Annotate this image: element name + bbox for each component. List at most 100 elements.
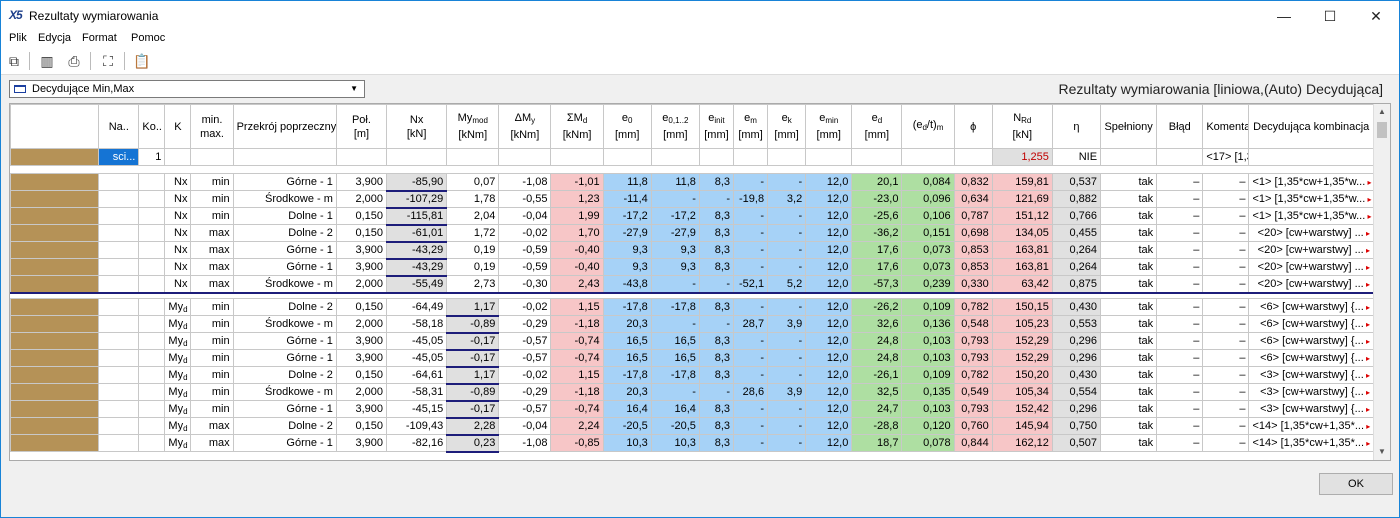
cell-minmax: max <box>190 275 234 293</box>
col-e012[interactable]: e0,1..2 [mm] <box>650 104 700 149</box>
cell-phi: 0,698 <box>953 224 993 242</box>
table-row[interactable]: Myd min Górne - 1 3,900 -45,05 -0,17 -0,57 -0,7… <box>10 332 1374 351</box>
vertical-scrollbar[interactable]: ▲ ▼ <box>1373 104 1390 460</box>
cell-k: Myd <box>164 349 192 367</box>
table-row[interactable]: Myd max Górne - 1 3,900 -82,16 0,23 -1,08 -0,85… <box>10 434 1374 453</box>
cell-dmy: -0,57 <box>498 400 552 418</box>
expand-marker-icon[interactable]: ▸ <box>1363 337 1370 346</box>
col-na[interactable]: Na.. <box>98 104 140 149</box>
col-k[interactable]: K <box>164 104 192 149</box>
summary-kombinacja[interactable]: <17> [1,35*0,85*cw+... ▸ <box>1202 148 1250 166</box>
cell-edt: 0,103 <box>901 349 955 367</box>
cell-einit: 8,3 <box>698 298 735 316</box>
col-phi[interactable]: ϕ <box>953 104 993 149</box>
col-ko[interactable]: Ko.. <box>138 104 166 149</box>
expand-marker-icon[interactable]: ▸ <box>1363 371 1370 380</box>
summary-na[interactable]: sci... <box>98 148 140 166</box>
expand-marker-icon[interactable]: ▸ <box>1363 246 1370 255</box>
expand-marker-icon[interactable]: ▸ <box>1363 229 1370 238</box>
cell-k: Nx <box>164 275 192 293</box>
col-kombinacja[interactable]: Decydująca kombinacja <box>1248 104 1374 149</box>
table-row[interactable]: Nx max Górne - 1 3,900 -43,29 0,19 -0,59 -0,40 9… <box>10 241 1374 260</box>
maximize-button[interactable]: ☐ <box>1323 8 1337 24</box>
table-row[interactable]: Myd min Środkowe - m 2,000 -58,18 -0,89 -0,29-… <box>10 315 1374 334</box>
summary-row[interactable]: sci... 1 1,255 NIE <17> [1,35*0,85*cw+..… <box>10 148 1374 166</box>
table-row[interactable]: Myd min Dolne - 2 0,150 -64,49 1,17 -0,02 1,15-… <box>10 298 1374 317</box>
menu-plik[interactable]: Plik <box>9 32 27 44</box>
expand-marker-icon[interactable]: ▸ <box>1363 354 1370 363</box>
col-blad[interactable]: Błąd <box>1156 104 1204 149</box>
cell-nx: -43,29 <box>386 258 448 277</box>
cell-pol: 2,000 <box>335 190 388 208</box>
col-minmax[interactable]: min. max. <box>190 104 234 149</box>
cell-blad: – <box>1156 366 1204 384</box>
table-row[interactable]: Nx max Dolne - 2 0,150 -61,01 1,72 -0,02 1,70 -2… <box>10 224 1374 243</box>
expand-marker-icon[interactable]: ▸ <box>1365 195 1372 204</box>
col-ek[interactable]: ek [mm] <box>767 104 807 149</box>
expand-marker-icon[interactable]: ▸ <box>1363 263 1370 272</box>
ok-button[interactable]: OK <box>1319 473 1393 495</box>
table-row[interactable]: Nx max Górne - 1 3,900 -43,29 0,19 -0,59 -0,40 9… <box>10 258 1374 277</box>
expand-marker-icon[interactable]: ▸ <box>1365 178 1372 187</box>
cell-nx: -43,29 <box>386 241 448 260</box>
menu-edycja[interactable]: Edycja <box>38 32 72 44</box>
col-em[interactable]: em [mm] <box>732 104 769 149</box>
col-dmy[interactable]: ΔMy [kNm] <box>498 104 552 149</box>
expand-marker-icon[interactable]: ▸ <box>1363 279 1370 289</box>
col-spelniony[interactable]: Spełniony <box>1100 104 1158 149</box>
expand-marker-icon[interactable]: ▸ <box>1363 320 1370 329</box>
expand-marker-icon[interactable]: ▸ <box>1365 212 1372 221</box>
table-row[interactable]: Nx max Środkowe - m 2,000 -55,49 2,73 -0,30 2,4… <box>10 275 1374 294</box>
table-row[interactable]: Nx min Górne - 1 3,900 -85,90 0,07 -1,08 -1,01 1… <box>10 173 1374 192</box>
col-przekroj[interactable]: Przekrój poprzeczny <box>232 104 337 149</box>
col-einit[interactable]: einit [mm] <box>698 104 735 149</box>
col-ed[interactable]: ed [mm] <box>851 104 903 149</box>
minimize-button[interactable]: — <box>1277 8 1291 24</box>
result-selector-dropdown[interactable]: Decydujące Min,Max ▼ <box>9 80 365 98</box>
clipboard-icon[interactable]: 📋 <box>133 53 151 69</box>
table-row[interactable]: Myd min Górne - 1 3,900 -45,05 -0,17 -0,57 -0,7… <box>10 349 1374 368</box>
columns-icon[interactable]: ▥ <box>40 53 54 69</box>
cell-blad: – <box>1156 315 1204 333</box>
cell-komentarz: – <box>1202 241 1250 259</box>
close-button[interactable]: ✕ <box>1370 8 1382 24</box>
col-edt[interactable]: (ed/t)m <box>901 104 955 149</box>
table-row[interactable]: Nx min Dolne - 1 0,150 -115,81 2,04 -0,04 1,99-… <box>10 207 1374 226</box>
cell-pol: 0,150 <box>335 417 388 435</box>
col-eta[interactable]: η <box>1051 104 1102 149</box>
menu-format[interactable]: Format <box>82 32 117 44</box>
cell-przekroj: Górne - 1 <box>232 241 337 259</box>
expand-marker-icon[interactable]: ▸ <box>1363 388 1370 397</box>
cell-dmy: -1,08 <box>498 434 552 452</box>
table-row[interactable]: Nx min Środkowe - m 2,000 -107,29 1,78 -0,55 1,… <box>10 190 1374 209</box>
expand-marker-icon[interactable]: ▸ <box>1363 303 1370 312</box>
scroll-down-icon[interactable]: ▼ <box>1378 447 1386 456</box>
cell-e0: 20,3 <box>602 315 652 333</box>
results-grid[interactable]: Na.. Ko.. K min. max. Przekrój poprzeczny… <box>9 103 1391 461</box>
expand-marker-icon[interactable]: ▸ <box>1363 405 1370 414</box>
col-e0[interactable]: e0 [mm] <box>602 104 652 149</box>
fit-icon[interactable]: ⛶ <box>103 53 113 69</box>
copy-icon[interactable]: ⧉ <box>9 53 19 69</box>
table-row[interactable]: Myd min Dolne - 2 0,150 -64,61 1,17 -0,02 1,15-… <box>10 366 1374 385</box>
col-komentarz[interactable]: Komentarz <box>1202 104 1250 149</box>
col-pol[interactable]: Poł. [m] <box>335 104 388 149</box>
col-emin[interactable]: emin [mm] <box>805 104 853 149</box>
col-nrd[interactable]: NRd [kN] <box>991 104 1053 149</box>
cell-ed: -28,8 <box>851 417 903 435</box>
cell-ek: 3,9 <box>767 383 807 401</box>
cell-k: Nx <box>164 224 192 242</box>
table-row[interactable]: Myd min Górne - 1 3,900 -45,15 -0,17 -0,57 -0,7… <box>10 400 1374 419</box>
cell-przekroj: Górne - 1 <box>232 332 337 350</box>
scroll-thumb[interactable] <box>1377 122 1387 138</box>
scroll-up-icon[interactable]: ▲ <box>1378 107 1386 116</box>
expand-marker-icon[interactable]: ▸ <box>1364 422 1371 431</box>
col-nx[interactable]: Nx [kN] <box>386 104 448 149</box>
col-mymod[interactable]: Mymod [kNm] <box>446 104 500 149</box>
table-row[interactable]: Myd min Środkowe - m 2,000 -58,31 -0,89 -0,29-… <box>10 383 1374 402</box>
col-smd[interactable]: ΣMd [kNm] <box>550 104 604 149</box>
print-icon[interactable]: ⎙ <box>68 53 80 69</box>
menu-pomoc[interactable]: Pomoc <box>131 32 166 44</box>
expand-marker-icon[interactable]: ▸ <box>1364 439 1371 448</box>
table-row[interactable]: Myd max Dolne - 2 0,150 -109,43 2,28 -0,04 2,24… <box>10 417 1374 436</box>
